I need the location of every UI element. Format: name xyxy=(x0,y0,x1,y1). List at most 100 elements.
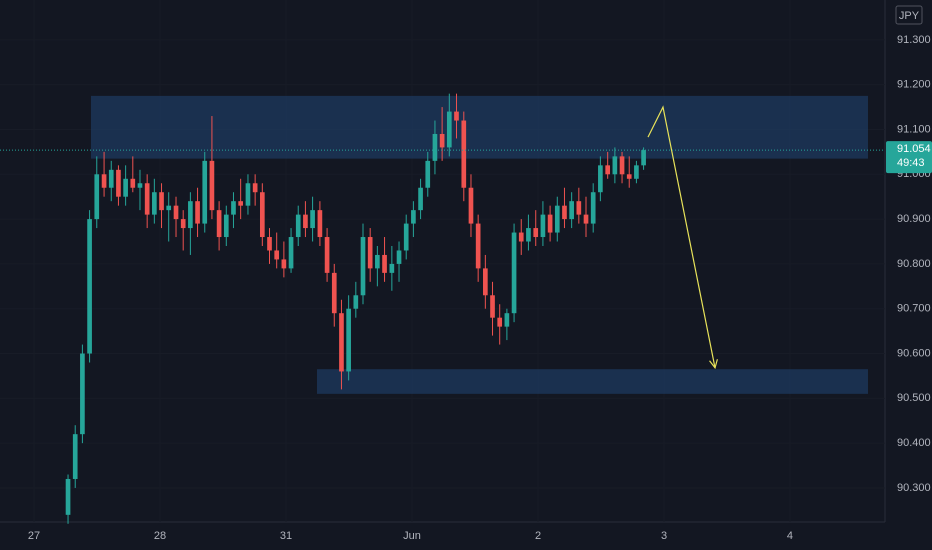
candle-body xyxy=(267,237,272,251)
arrow-head xyxy=(709,359,718,370)
x-tick-label: 2 xyxy=(535,530,541,542)
candle-body xyxy=(295,214,301,238)
candle-body xyxy=(562,205,567,220)
candle-body xyxy=(526,228,531,242)
candle-body xyxy=(367,237,373,269)
candle-body xyxy=(554,205,560,233)
candle-body xyxy=(605,165,611,175)
candle-body xyxy=(94,174,100,220)
candle-body xyxy=(497,317,503,327)
candle-body xyxy=(641,150,646,166)
y-tick-label: 90.900 xyxy=(897,213,931,225)
candle-body xyxy=(547,214,553,233)
candle-body xyxy=(454,111,459,121)
candle-body xyxy=(180,219,186,229)
candle-body xyxy=(202,160,208,224)
last-price-box xyxy=(886,141,932,174)
candle-body xyxy=(288,237,294,269)
candle-body xyxy=(195,201,200,224)
y-tick-label: 90.300 xyxy=(897,482,931,494)
candle-body xyxy=(583,214,589,224)
x-tick-label: 28 xyxy=(154,530,166,542)
y-tick-label: 91.300 xyxy=(897,34,931,46)
y-tick-label: 90.800 xyxy=(897,258,931,270)
y-tick-label: 91.200 xyxy=(897,79,931,91)
candle-body xyxy=(353,295,359,309)
candle-body xyxy=(216,210,222,238)
countdown: 49:43 xyxy=(897,157,925,169)
candle-body xyxy=(223,214,229,238)
y-tick-label: 90.500 xyxy=(897,392,931,404)
candle-body xyxy=(116,169,121,197)
candle-body xyxy=(123,178,128,197)
candle-body xyxy=(188,201,193,229)
candle-body xyxy=(446,111,452,148)
candle-body xyxy=(418,187,423,211)
candle-body xyxy=(130,178,136,188)
candle-body xyxy=(389,263,395,273)
candle-body xyxy=(137,183,143,188)
x-tick-label: Jun xyxy=(403,530,421,542)
candle-body xyxy=(626,174,632,179)
candle-body xyxy=(87,219,92,354)
candle-body xyxy=(569,201,574,220)
candle-body xyxy=(231,201,236,215)
candle-body xyxy=(144,183,150,215)
candle-body xyxy=(475,223,481,269)
candle-body xyxy=(310,210,315,229)
candle-body xyxy=(590,192,596,224)
y-tick-label: 91.100 xyxy=(897,123,931,135)
candle-body xyxy=(101,174,107,188)
currency-box[interactable] xyxy=(895,5,923,25)
candle-body xyxy=(238,201,243,206)
last-price-label: 91.054 xyxy=(897,143,931,155)
candle-body xyxy=(396,250,402,264)
candle-body xyxy=(173,205,179,220)
candle-body xyxy=(439,133,445,148)
candle-body xyxy=(331,272,337,314)
candle-body xyxy=(375,254,380,269)
candle-body xyxy=(360,237,366,296)
candle-body xyxy=(576,201,582,215)
candle-body xyxy=(461,120,467,188)
x-tick-label: 4 xyxy=(787,530,793,542)
candle-body xyxy=(274,250,280,260)
candle-body xyxy=(65,478,71,515)
candle-body xyxy=(518,232,524,242)
zone xyxy=(90,95,868,159)
currency: JPY xyxy=(899,10,920,22)
candle-body xyxy=(281,259,287,269)
candle-body xyxy=(411,210,416,224)
candle-body xyxy=(303,214,308,229)
candle-body xyxy=(245,183,251,206)
candle-body xyxy=(346,308,351,372)
candle-body xyxy=(432,133,438,161)
candle-body xyxy=(634,165,639,179)
zone xyxy=(317,369,868,394)
x-tick-label: 3 xyxy=(661,530,667,542)
candle-body xyxy=(540,214,546,238)
x-tick-label: 31 xyxy=(280,530,292,542)
candle-body xyxy=(252,183,258,193)
candle-body xyxy=(468,187,474,224)
candle-body xyxy=(108,169,114,188)
candle-body xyxy=(483,268,488,296)
candle-body xyxy=(382,254,387,273)
candle-body xyxy=(339,313,344,372)
candle-body xyxy=(619,156,625,175)
candle-body xyxy=(166,205,172,211)
candle-body xyxy=(612,156,618,175)
candle-body xyxy=(209,160,215,211)
candle-body xyxy=(425,160,431,188)
candle-body xyxy=(317,210,323,238)
x-tick-label: 27 xyxy=(28,530,40,542)
y-tick-label: 90.700 xyxy=(897,303,931,315)
candle-body xyxy=(533,228,539,238)
candle-body xyxy=(72,434,78,479)
candle-body xyxy=(324,237,330,273)
candle-body xyxy=(504,313,510,327)
y-tick-label: 90.400 xyxy=(897,437,931,449)
candle-body xyxy=(80,353,85,435)
